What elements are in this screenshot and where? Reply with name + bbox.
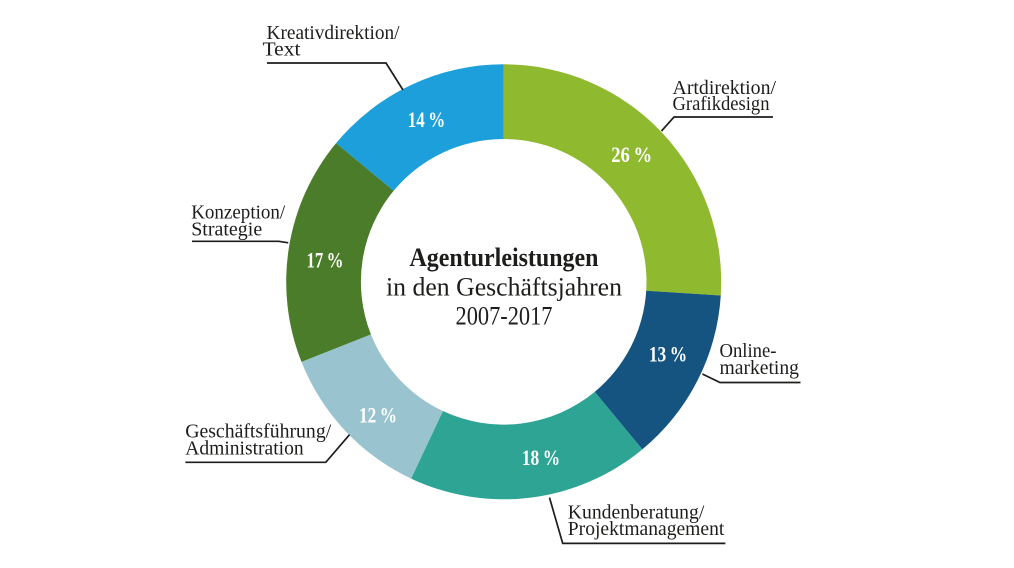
- svg-text:Text: Text: [263, 39, 301, 61]
- svg-text:Online-: Online-: [720, 340, 777, 362]
- svg-text:Kundenberatung/: Kundenberatung/: [568, 501, 705, 523]
- svg-text:2007-2017: 2007-2017: [456, 302, 553, 331]
- svg-text:marketing: marketing: [720, 357, 800, 379]
- svg-text:Agenturleistungen: Agenturleistungen: [410, 243, 599, 272]
- svg-text:in den Geschäftsjahren: in den Geschäftsjahren: [386, 273, 622, 302]
- svg-text:Geschäftsführung/: Geschäftsführung/: [185, 421, 331, 443]
- svg-text:26 %: 26 %: [611, 142, 652, 167]
- svg-text:Strategie: Strategie: [191, 218, 262, 240]
- svg-text:Kreativdirektion/: Kreativdirektion/: [267, 22, 400, 44]
- svg-text:Administration: Administration: [185, 437, 304, 459]
- svg-text:14 %: 14 %: [408, 107, 445, 132]
- svg-text:12 %: 12 %: [359, 403, 397, 428]
- svg-text:Grafikdesign: Grafikdesign: [673, 93, 770, 115]
- svg-text:13 %: 13 %: [649, 341, 687, 366]
- svg-text:Konzeption/: Konzeption/: [191, 201, 285, 223]
- svg-text:Projektmanagement: Projektmanagement: [568, 518, 725, 540]
- svg-text:18 %: 18 %: [522, 445, 560, 470]
- svg-text:Artdirektion/: Artdirektion/: [673, 77, 777, 99]
- svg-text:17 %: 17 %: [307, 248, 344, 273]
